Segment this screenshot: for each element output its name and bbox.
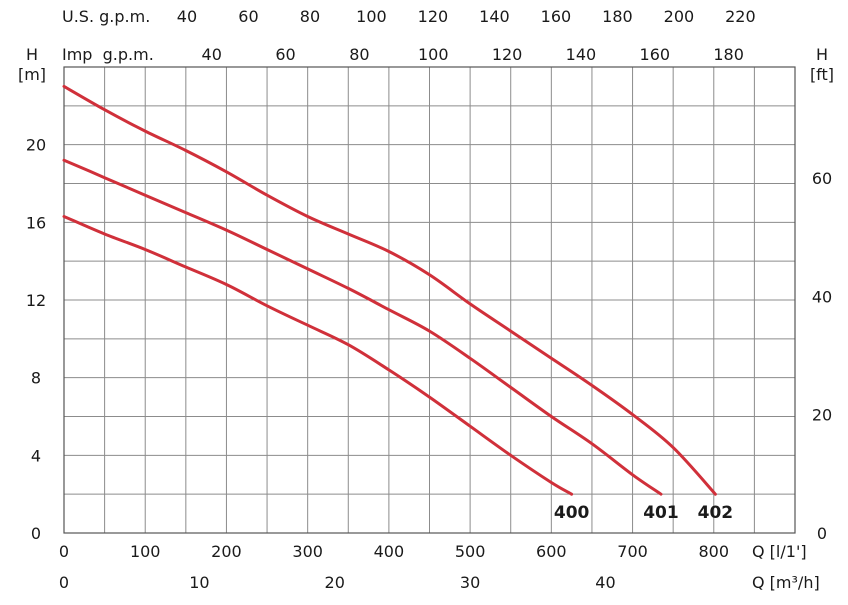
us-gpm-tick-label: 100 <box>356 7 387 26</box>
x-tick-label: 700 <box>617 542 648 561</box>
plot-frame <box>63 66 796 534</box>
y-left-tick-label: 4 <box>31 446 41 465</box>
imp-gpm-tick-label: 100 <box>418 45 449 64</box>
grid <box>64 67 795 533</box>
us-gpm-tick-label: 220 <box>725 7 756 26</box>
series-line-402 <box>62 84 717 496</box>
y-right-unit-label: [ft] <box>810 65 834 84</box>
imp-gpm-tick-label: 140 <box>566 45 597 64</box>
series-line-400 <box>62 215 574 496</box>
x-tick-label: 100 <box>130 542 161 561</box>
x-tick-label: 400 <box>374 542 405 561</box>
x-alt-axis-unit-label: Q [m³/h] <box>752 573 820 592</box>
x-axis-unit-label: Q [l/1'] <box>752 542 807 561</box>
imp-gpm-tick-label: 180 <box>713 45 744 64</box>
imp-gpm-tick-label: 120 <box>492 45 523 64</box>
imp-gpm-tick-label: 40 <box>202 45 222 64</box>
series-line-401 <box>62 158 663 496</box>
y-left-tick-label: 12 <box>26 291 46 310</box>
us-gpm-tick-label: 160 <box>541 7 572 26</box>
x-alt-tick-label: 30 <box>460 573 480 592</box>
series-label-401: 401 <box>643 503 679 523</box>
imp-gpm-tick-label: 160 <box>640 45 671 64</box>
y-right-tick-label: 60 <box>812 169 832 188</box>
us-gpm-tick-label: 80 <box>300 7 320 26</box>
x-tick-label: 0 <box>59 542 69 561</box>
x-alt-tick-label: 20 <box>325 573 345 592</box>
curves <box>62 84 717 496</box>
us-gpm-tick-label: 60 <box>238 7 258 26</box>
y-right-tick-label: 0 <box>817 524 827 543</box>
us-gpm-tick-label: 200 <box>664 7 695 26</box>
y-left-tick-label: 8 <box>31 369 41 388</box>
us-gpm-tick-label: 40 <box>177 7 197 26</box>
series-label-402: 402 <box>698 503 734 523</box>
series-label-400: 400 <box>554 503 590 523</box>
us-gpm-tick-label: 120 <box>418 7 449 26</box>
labels: U.S. g.p.m. Imp g.p.m. H [m] H [ft] Q [l… <box>18 7 834 592</box>
x-tick-label: 600 <box>536 542 567 561</box>
x-alt-tick-label: 40 <box>595 573 615 592</box>
x-tick-label: 300 <box>292 542 323 561</box>
y-right-tick-label: 40 <box>812 287 832 306</box>
y-left-axis-label: H <box>26 45 38 64</box>
us-gpm-tick-label: 140 <box>479 7 510 26</box>
x-alt-tick-label: 0 <box>59 573 69 592</box>
y-left-tick-label: 20 <box>26 136 46 155</box>
y-right-axis-label: H <box>816 45 828 64</box>
x-alt-tick-label: 10 <box>189 573 209 592</box>
imp-gpm-tick-label: 60 <box>275 45 295 64</box>
y-left-tick-label: 0 <box>31 524 41 543</box>
y-right-tick-label: 20 <box>812 406 832 425</box>
x-tick-label: 200 <box>211 542 242 561</box>
imp-gpm-tick-label: 80 <box>349 45 369 64</box>
x-tick-label: 800 <box>699 542 730 561</box>
x-tick-label: 500 <box>455 542 486 561</box>
y-left-unit-label: [m] <box>18 65 46 84</box>
us-gpm-tick-label: 180 <box>602 7 633 26</box>
y-left-tick-label: 16 <box>26 213 46 232</box>
top-axis-1-label: U.S. g.p.m. <box>62 7 150 26</box>
top-axis-2-label: Imp g.p.m. <box>62 45 154 64</box>
